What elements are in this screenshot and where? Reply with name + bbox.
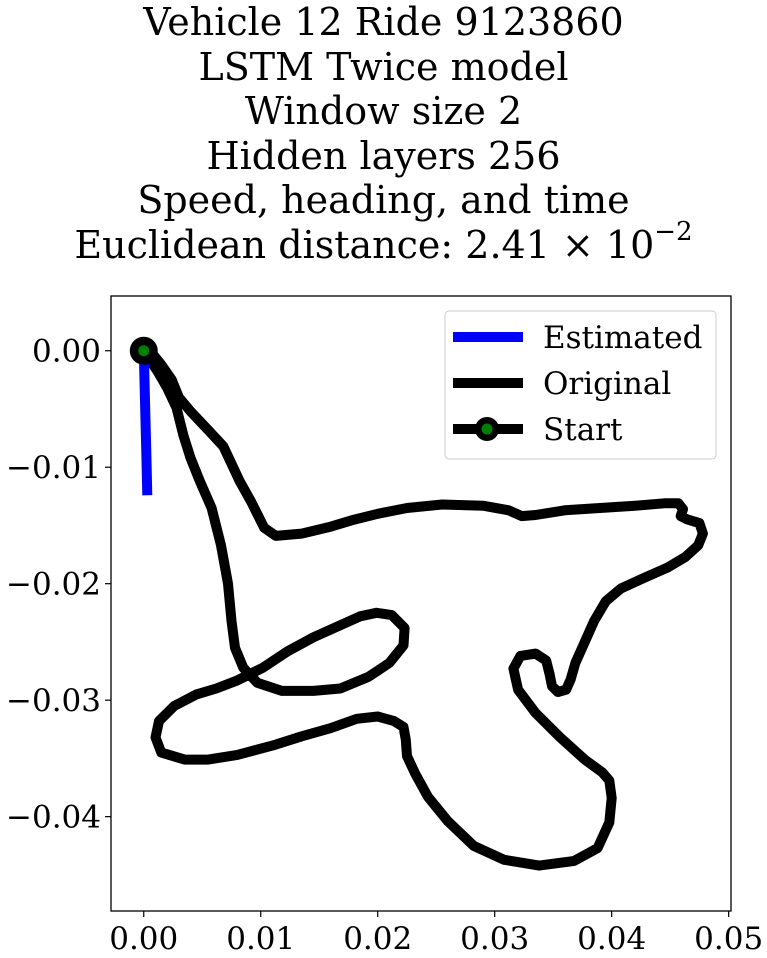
plot-area-frame [110,295,732,912]
x-tick-label: 0.03 [460,921,529,957]
legend-box [444,310,717,460]
metric-base: 10 [605,222,655,267]
series-original-line [139,345,708,871]
series-estimated-line [138,350,153,496]
y-tick-label: 0.00 [32,334,101,370]
x-tick-label: 0.02 [343,921,412,957]
legend-original-label: Original [543,366,671,402]
y-tick-label: −0.02 [6,567,101,603]
title-line-hidden-layers: Hidden layers 256 [206,133,561,178]
legend-estimated-label: Estimated [543,320,702,356]
title-line-window: Window size 2 [244,89,523,133]
legend-start-marker-dot [481,423,493,435]
title-line-vehicle: Vehicle 12 Ride 9123860 [143,0,624,44]
chart-title: Vehicle 12 Ride 9123860 LSTM Twice model… [0,0,767,267]
title-line-model: LSTM Twice model [198,44,569,89]
y-tick-label: −0.04 [6,800,101,836]
legend-start-label: Start [543,412,623,448]
title-line-metric: Euclidean distance: 2.41 × 10−2 [0,219,767,268]
y-axis: 0.00 −0.01 −0.02 −0.03 −0.04 [6,334,111,836]
metric-label: Euclidean distance: 2.41 [74,222,550,267]
x-tick-label: 0.00 [109,921,178,957]
x-axis: 0.00 0.01 0.02 0.03 0.04 0.05 [109,911,763,957]
x-tick-label: 0.05 [694,921,763,957]
series-layer [129,336,708,871]
start-marker-dot [138,345,150,357]
title-line-features: Speed, heading, and time [137,178,630,222]
x-tick-label: 0.04 [577,921,646,957]
legend: Estimated Original Start [444,310,717,460]
y-tick-label: −0.03 [6,683,101,719]
y-tick-label: −0.01 [6,450,101,486]
metric-exponent: −2 [654,216,693,247]
metric-times: × [561,222,594,267]
x-tick-label: 0.01 [226,921,295,957]
